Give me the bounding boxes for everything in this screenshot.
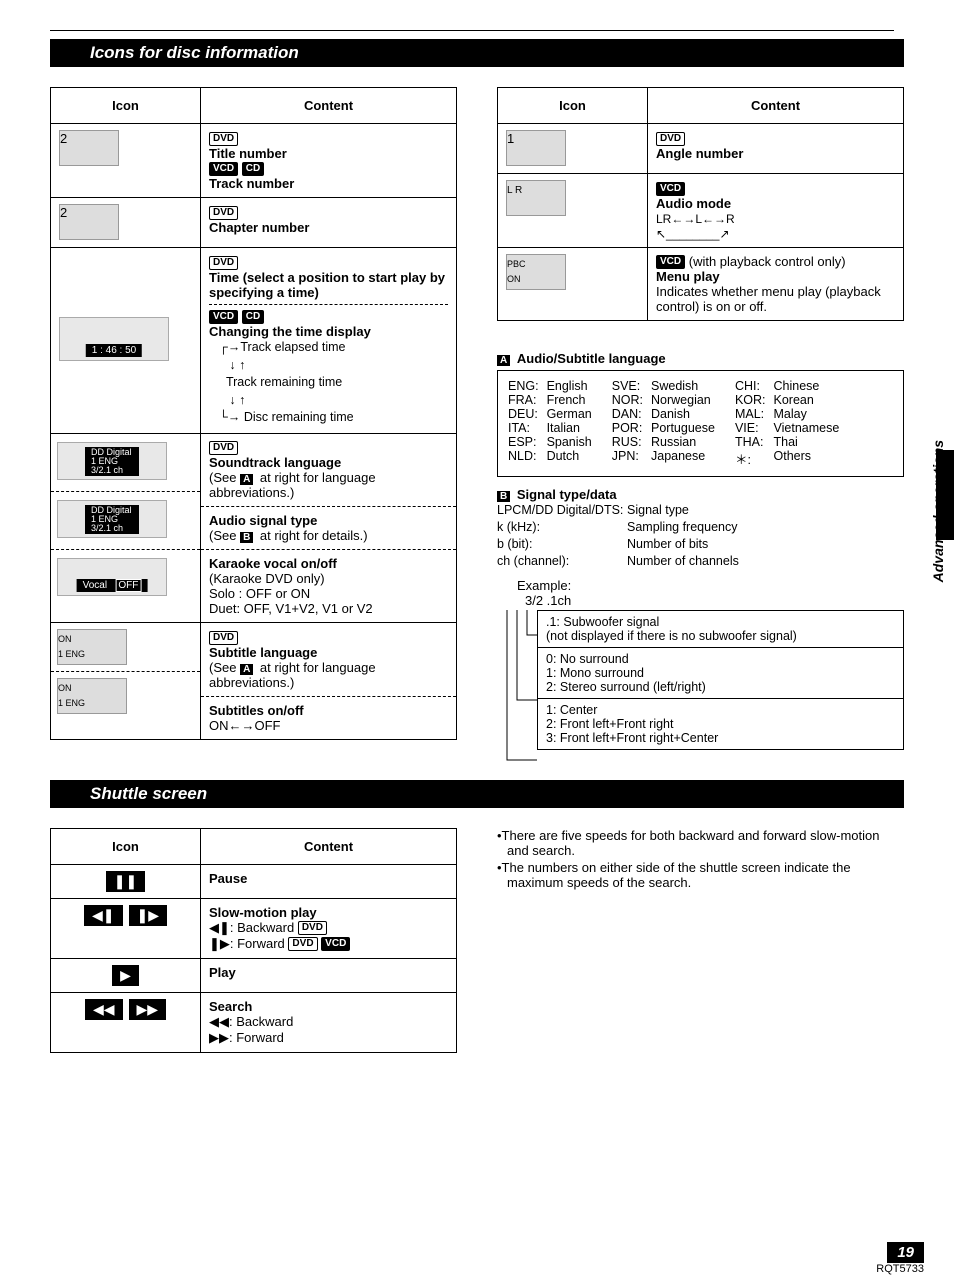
- th-content: Content: [201, 88, 457, 124]
- icon-angle: 1: [498, 124, 648, 174]
- content-slowmo: Slow-motion play ◀❚: Backward DVD ❚▶: Fo…: [201, 898, 457, 958]
- content-chapter-number: DVD Chapter number: [201, 198, 457, 248]
- content-time: DVD Time (select a position to start pla…: [201, 248, 457, 434]
- icon-pause: ❚❚: [51, 864, 201, 898]
- th-icon-r: Icon: [498, 88, 648, 124]
- th-icon-s: Icon: [51, 828, 201, 864]
- content-search: Search ◀◀: Backward ▶▶: Forward: [201, 992, 457, 1052]
- side-tab-label: Advanced operations: [930, 440, 946, 582]
- icon-title-number: 2: [51, 124, 201, 198]
- content-menu-play: VCD (with playback control only) Menu pl…: [648, 247, 904, 321]
- icon-slowmo: ◀❚❚▶: [51, 898, 201, 958]
- content-subtitle: DVD Subtitle language (See A at right fo…: [201, 623, 457, 740]
- section-header-icons: Icons for disc information: [50, 39, 904, 67]
- content-audio-mode: VCD Audio mode LR←→L←→R ↖________↗: [648, 174, 904, 248]
- disc-info-table-right: Icon Content 1 DVD Angle number L R: [497, 87, 904, 321]
- audio-subtitle-language: A Audio/Subtitle language ENG:FRA:DEU:IT…: [497, 351, 904, 477]
- th-content-r: Content: [648, 88, 904, 124]
- page-footer: 19 RQT5733: [876, 1242, 924, 1275]
- icon-menu-play: PBCON: [498, 247, 648, 321]
- icon-time: 1 : 46 : 50: [51, 248, 201, 434]
- icon-search: ◀◀▶▶: [51, 992, 201, 1052]
- icon-play: ▶: [51, 958, 201, 992]
- section-header-shuttle: Shuttle screen: [50, 780, 904, 808]
- content-pause: Pause: [201, 864, 457, 898]
- shuttle-notes: •There are five speeds for both backward…: [497, 828, 904, 890]
- icon-chapter-number: 2: [51, 198, 201, 248]
- disc-info-table-left: Icon Content 2 DVD Title number VCD CD T…: [50, 87, 457, 740]
- icon-audio-mode: L R: [498, 174, 648, 248]
- content-angle: DVD Angle number: [648, 124, 904, 174]
- shuttle-table: Icon Content ❚❚ Pause ◀❚❚▶ Slow-motion p…: [50, 828, 457, 1053]
- signal-type-data: B Signal type/data LPCM/DD Digital/DTS:S…: [497, 487, 904, 750]
- th-icon: Icon: [51, 88, 201, 124]
- th-content-s: Content: [201, 828, 457, 864]
- content-play: Play: [201, 958, 457, 992]
- icon-subtitle: ON1 ENG ON1 ENG: [51, 623, 201, 740]
- content-title-number: DVD Title number VCD CD Track number: [201, 124, 457, 198]
- content-soundtrack: DVD Soundtrack language (See A at right …: [201, 433, 457, 623]
- icon-soundtrack: DD Digital1 ENG 3/2.1 ch DD Digital1 ENG…: [51, 433, 201, 623]
